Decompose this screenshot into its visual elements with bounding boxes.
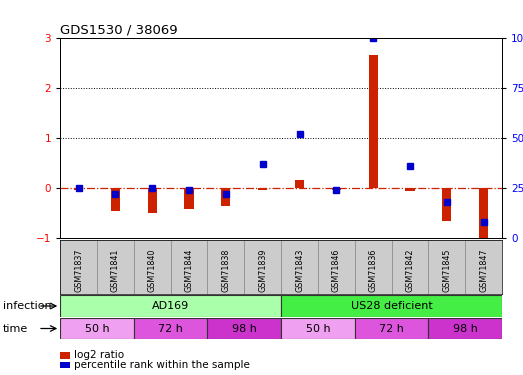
Text: 50 h: 50 h	[305, 324, 330, 333]
Text: GDS1530 / 38069: GDS1530 / 38069	[60, 23, 178, 36]
Bar	[221, 188, 231, 206]
Text: GSM71838: GSM71838	[221, 248, 230, 291]
Bar	[405, 188, 415, 192]
Text: 72 h: 72 h	[379, 324, 404, 333]
Text: GSM71847: GSM71847	[479, 248, 488, 292]
Text: log2 ratio: log2 ratio	[74, 350, 124, 360]
Bar	[60, 240, 97, 294]
Bar	[134, 240, 170, 294]
Bar	[355, 318, 428, 339]
Bar	[369, 55, 378, 188]
Text: GSM71841: GSM71841	[111, 248, 120, 291]
Bar	[332, 188, 341, 190]
Text: GSM71843: GSM71843	[295, 248, 304, 291]
Text: GSM71846: GSM71846	[332, 248, 341, 291]
Text: GSM71842: GSM71842	[405, 248, 415, 292]
Bar	[281, 318, 355, 339]
Bar	[185, 188, 194, 209]
Text: GSM71837: GSM71837	[74, 248, 83, 292]
Bar	[244, 240, 281, 294]
Text: GSM71840: GSM71840	[147, 248, 157, 291]
Bar	[60, 295, 281, 317]
Bar	[355, 240, 392, 294]
Bar	[170, 240, 208, 294]
Bar	[147, 188, 157, 213]
Text: percentile rank within the sample: percentile rank within the sample	[74, 360, 249, 370]
Bar	[208, 318, 281, 339]
Bar	[258, 188, 267, 190]
Bar	[281, 240, 318, 294]
Bar	[281, 295, 502, 317]
Text: 72 h: 72 h	[158, 324, 183, 333]
Bar	[428, 318, 502, 339]
Text: US28 deficient: US28 deficient	[351, 301, 433, 311]
Text: 98 h: 98 h	[232, 324, 257, 333]
Bar	[111, 188, 120, 210]
Bar	[74, 188, 83, 190]
Bar	[97, 240, 134, 294]
Bar	[134, 318, 208, 339]
Bar	[479, 188, 488, 238]
Text: 50 h: 50 h	[85, 324, 109, 333]
Text: 98 h: 98 h	[453, 324, 477, 333]
Bar	[60, 318, 134, 339]
Text: AD169: AD169	[152, 301, 189, 311]
Bar	[208, 240, 244, 294]
Text: GSM71836: GSM71836	[369, 248, 378, 291]
Bar	[428, 240, 465, 294]
Text: GSM71845: GSM71845	[442, 248, 451, 292]
Text: GSM71844: GSM71844	[185, 248, 194, 291]
Text: time: time	[3, 324, 28, 333]
Bar	[295, 180, 304, 188]
Bar	[442, 188, 451, 220]
Text: infection: infection	[3, 301, 51, 311]
Bar	[318, 240, 355, 294]
Bar	[392, 240, 428, 294]
Bar	[465, 240, 502, 294]
Text: GSM71839: GSM71839	[258, 248, 267, 292]
